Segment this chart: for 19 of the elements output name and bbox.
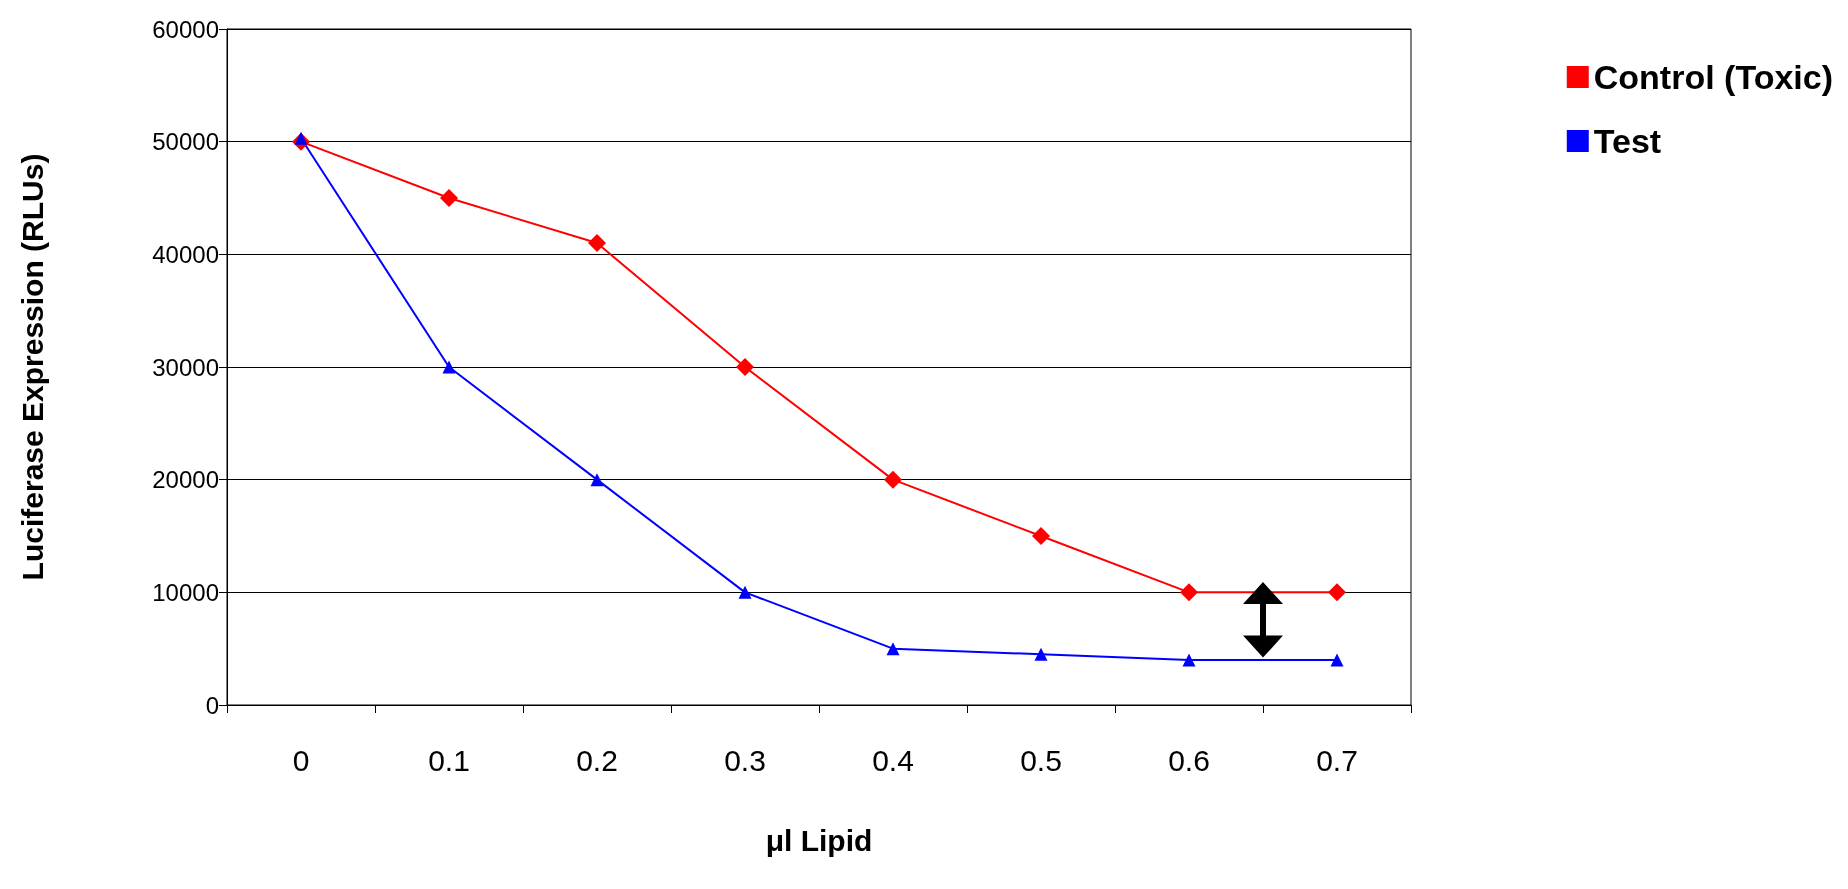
x-tick-label: 0.6 [1168, 743, 1210, 777]
x-tick-label: 0 [292, 743, 310, 777]
legend-label: Test [1593, 122, 1662, 160]
x-tick-label: 0.1 [428, 743, 470, 777]
y-tick-label: 40000 [152, 240, 219, 268]
x-axis-title: μl Lipid [765, 823, 873, 857]
x-tick-label: 0.2 [576, 743, 618, 777]
y-tick-label: 20000 [152, 466, 219, 494]
y-tick-label: 30000 [152, 353, 219, 381]
legend-label: Control (Toxic) [1593, 58, 1834, 96]
y-tick-label: 0 [205, 691, 219, 719]
x-tick-label: 0.7 [1316, 743, 1358, 777]
y-tick-label: 50000 [152, 128, 219, 156]
x-tick-label: 0.5 [1020, 743, 1062, 777]
y-axis-title: Luciferase Expression (RLUs) [15, 153, 49, 581]
y-tick-label: 10000 [152, 578, 219, 606]
y-tick-label: 60000 [152, 15, 219, 43]
x-tick-label: 0.4 [872, 743, 914, 777]
x-tick-label: 0.3 [724, 743, 766, 777]
